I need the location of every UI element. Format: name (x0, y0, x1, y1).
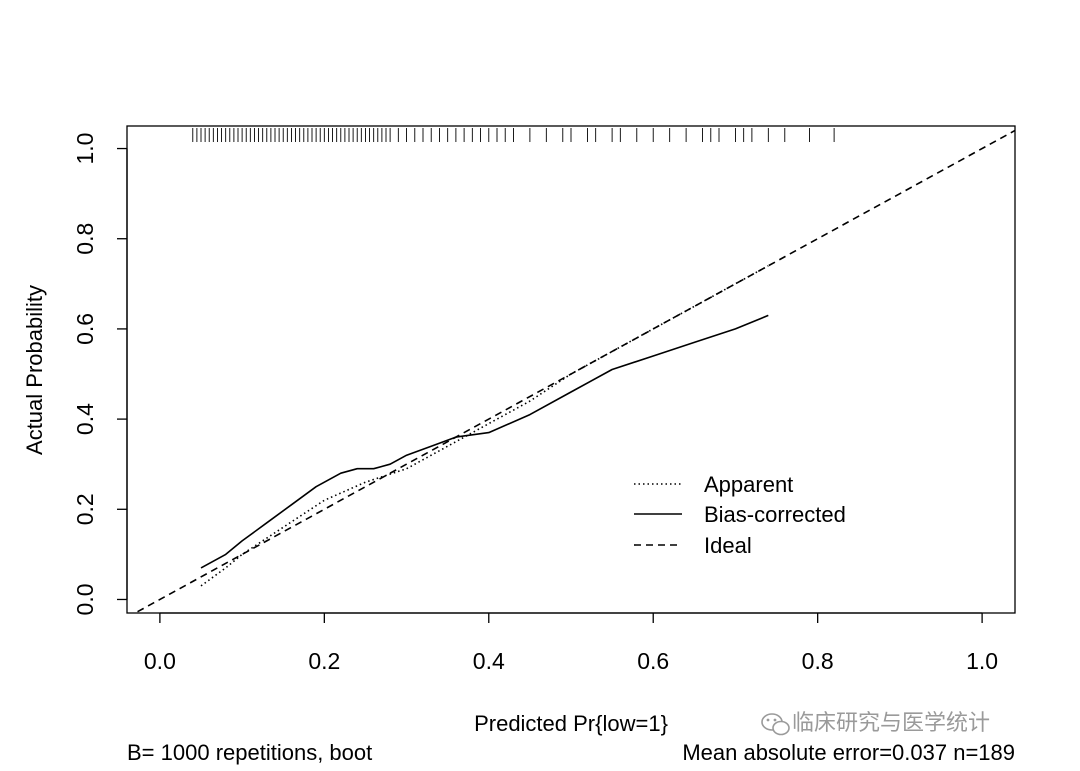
y-axis: 0.0 0.2 0.4 0.6 0.8 1.0 (72, 133, 128, 615)
footer-repetitions: B= 1000 repetitions, boot (127, 740, 372, 765)
x-tick-label: 0.0 (144, 648, 176, 674)
x-axis-title: Predicted Pr{low=1} (474, 711, 668, 736)
plot-frame (126, 125, 1016, 614)
legend: Apparent Bias-corrected Ideal (634, 472, 846, 558)
rug-ticks (192, 128, 835, 143)
legend-label-bias-corrected: Bias-corrected (704, 502, 846, 527)
footer-mean-error: Mean absolute error=0.037 n=189 (682, 740, 1015, 765)
series-line-bias-corrected (200, 314, 769, 569)
series-line-ideal (133, 129, 1015, 613)
x-tick-label: 0.8 (802, 648, 834, 674)
legend-label-ideal: Ideal (704, 533, 752, 558)
series-line-apparent (200, 265, 769, 587)
x-tick-label: 0.6 (637, 648, 669, 674)
x-tick-label: 1.0 (966, 648, 998, 674)
y-tick-label: 0.8 (72, 223, 98, 255)
y-tick-label: 0.4 (72, 403, 98, 435)
y-tick-label: 0.6 (72, 313, 98, 345)
x-axis: 0.0 0.2 0.4 0.6 0.8 1.0 (144, 612, 998, 674)
y-tick-label: 0.2 (72, 493, 98, 525)
y-tick-label: 1.0 (72, 133, 98, 165)
watermark-text: 临床研究与医学统计 (792, 710, 990, 735)
y-tick-label: 0.0 (72, 583, 98, 615)
y-axis-title: Actual Probability (22, 285, 47, 455)
watermark: 临床研究与医学统计 (761, 710, 990, 736)
series-lines (133, 129, 1015, 613)
x-tick-label: 0.4 (473, 648, 505, 674)
wechat-icon (761, 713, 790, 736)
x-tick-label: 0.2 (308, 648, 340, 674)
legend-label-apparent: Apparent (704, 472, 793, 497)
